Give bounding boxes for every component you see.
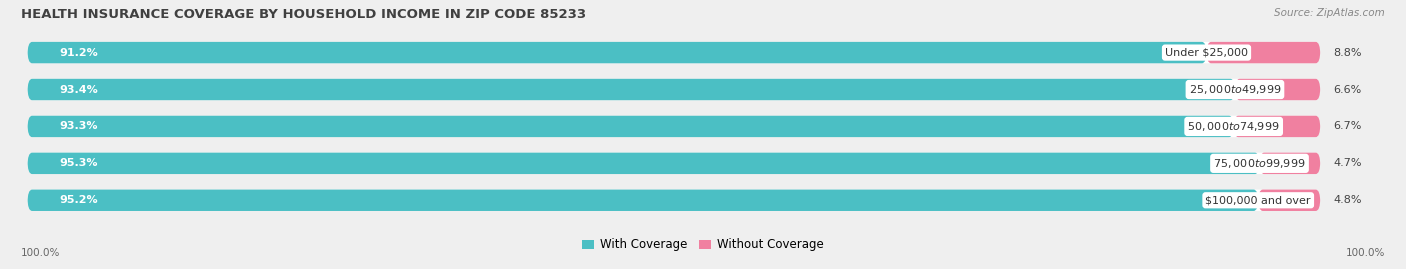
Text: $100,000 and over: $100,000 and over: [1205, 195, 1310, 205]
FancyBboxPatch shape: [28, 153, 1320, 174]
FancyBboxPatch shape: [28, 42, 1320, 63]
Text: 8.8%: 8.8%: [1333, 48, 1361, 58]
FancyBboxPatch shape: [28, 116, 1320, 137]
FancyBboxPatch shape: [28, 116, 1233, 137]
Text: 4.7%: 4.7%: [1333, 158, 1361, 168]
Text: HEALTH INSURANCE COVERAGE BY HOUSEHOLD INCOME IN ZIP CODE 85233: HEALTH INSURANCE COVERAGE BY HOUSEHOLD I…: [21, 8, 586, 21]
Text: 4.8%: 4.8%: [1333, 195, 1361, 205]
Text: $25,000 to $49,999: $25,000 to $49,999: [1188, 83, 1281, 96]
FancyBboxPatch shape: [1234, 79, 1320, 100]
Text: 6.7%: 6.7%: [1333, 121, 1361, 132]
Text: 6.6%: 6.6%: [1333, 84, 1361, 94]
Text: 91.2%: 91.2%: [60, 48, 98, 58]
FancyBboxPatch shape: [28, 190, 1320, 211]
FancyBboxPatch shape: [28, 190, 1258, 211]
FancyBboxPatch shape: [1206, 42, 1320, 63]
Text: Source: ZipAtlas.com: Source: ZipAtlas.com: [1274, 8, 1385, 18]
Text: 100.0%: 100.0%: [21, 248, 60, 258]
FancyBboxPatch shape: [28, 153, 1260, 174]
Text: 95.2%: 95.2%: [60, 195, 98, 205]
Text: $75,000 to $99,999: $75,000 to $99,999: [1213, 157, 1306, 170]
Text: 100.0%: 100.0%: [1346, 248, 1385, 258]
FancyBboxPatch shape: [1258, 190, 1320, 211]
Text: 95.3%: 95.3%: [60, 158, 98, 168]
Text: $50,000 to $74,999: $50,000 to $74,999: [1188, 120, 1279, 133]
FancyBboxPatch shape: [1260, 153, 1320, 174]
Text: 93.4%: 93.4%: [60, 84, 98, 94]
FancyBboxPatch shape: [1233, 116, 1320, 137]
Legend: With Coverage, Without Coverage: With Coverage, Without Coverage: [578, 234, 828, 256]
FancyBboxPatch shape: [28, 79, 1320, 100]
Text: Under $25,000: Under $25,000: [1166, 48, 1249, 58]
FancyBboxPatch shape: [28, 42, 1206, 63]
Text: 93.3%: 93.3%: [60, 121, 98, 132]
FancyBboxPatch shape: [28, 79, 1234, 100]
